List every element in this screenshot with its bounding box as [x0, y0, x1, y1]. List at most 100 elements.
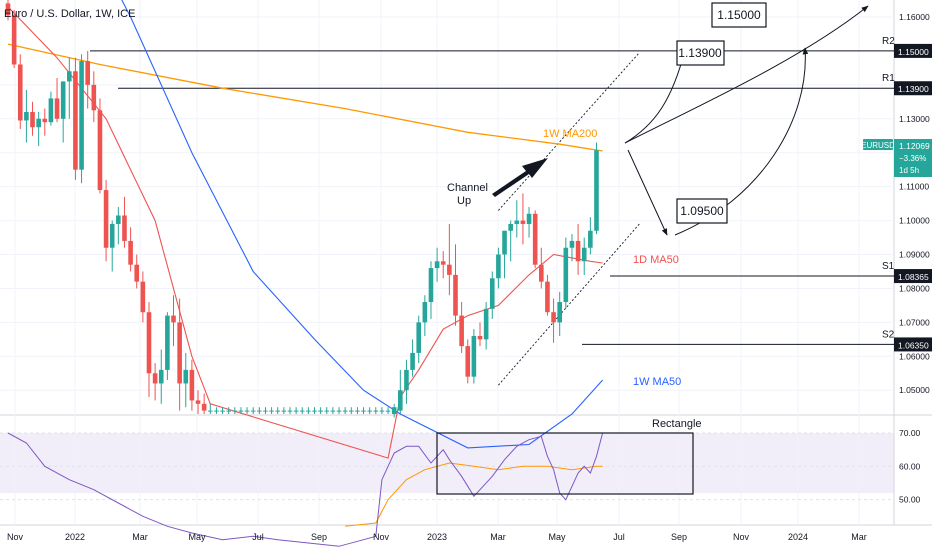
candle[interactable]: [324, 407, 330, 414]
candle[interactable]: [109, 220, 115, 272]
candle[interactable]: [385, 407, 391, 414]
candle[interactable]: [275, 407, 281, 414]
rsi-rectangle[interactable]: [436, 432, 694, 495]
candle[interactable]: [447, 223, 452, 296]
candle[interactable]: [373, 407, 379, 414]
candle[interactable]: [348, 407, 354, 414]
candle[interactable]: [42, 108, 48, 136]
candle[interactable]: [514, 200, 520, 238]
candle[interactable]: [330, 407, 336, 414]
candle[interactable]: [355, 407, 360, 414]
candle[interactable]: [477, 322, 483, 347]
candle[interactable]: [575, 223, 581, 275]
candle[interactable]: [152, 363, 158, 401]
candle[interactable]: [526, 207, 532, 238]
candle[interactable]: [183, 352, 189, 408]
candle[interactable]: [496, 247, 501, 289]
candle[interactable]: [391, 403, 397, 418]
callout-115000[interactable]: 1.15000: [711, 2, 767, 28]
candle[interactable]: [342, 407, 348, 414]
candle[interactable]: [171, 295, 176, 347]
candle[interactable]: [73, 57, 78, 180]
candle[interactable]: [367, 407, 372, 414]
candle[interactable]: [434, 247, 440, 282]
channel-upper-line[interactable]: [498, 52, 640, 211]
candle[interactable]: [24, 89, 29, 143]
candle[interactable]: [440, 251, 446, 279]
candle[interactable]: [293, 407, 299, 414]
candle[interactable]: [85, 50, 90, 109]
candle[interactable]: [306, 407, 311, 414]
candle[interactable]: [410, 339, 415, 377]
candle[interactable]: [214, 407, 219, 414]
price-pane[interactable]: [0, 0, 894, 414]
candle[interactable]: [5, 0, 11, 21]
candle[interactable]: [287, 407, 293, 414]
candle[interactable]: [79, 54, 84, 184]
candle[interactable]: [545, 274, 550, 316]
candle[interactable]: [422, 295, 428, 336]
candle[interactable]: [398, 369, 403, 414]
candle[interactable]: [257, 407, 262, 414]
candle[interactable]: [30, 101, 35, 136]
candle[interactable]: [594, 142, 599, 235]
candle[interactable]: [489, 271, 495, 319]
candle[interactable]: [116, 207, 121, 245]
callout-113900[interactable]: 1.13900: [676, 40, 725, 66]
candle[interactable]: [189, 359, 195, 411]
candle[interactable]: [532, 210, 538, 269]
candle[interactable]: [336, 407, 342, 414]
candle[interactable]: [520, 193, 526, 245]
candle[interactable]: [232, 407, 238, 414]
candle[interactable]: [250, 407, 256, 414]
candle[interactable]: [195, 390, 201, 414]
candle[interactable]: [459, 302, 464, 353]
candle[interactable]: [502, 230, 507, 279]
candle[interactable]: [269, 407, 274, 414]
candle[interactable]: [97, 98, 103, 194]
candle[interactable]: [539, 247, 544, 289]
candle[interactable]: [428, 261, 434, 319]
candle[interactable]: [103, 179, 109, 262]
candle[interactable]: [158, 349, 164, 404]
candle[interactable]: [165, 312, 170, 381]
candle[interactable]: [36, 111, 41, 146]
candle[interactable]: [318, 407, 323, 414]
callout-109500[interactable]: 1.09500: [676, 198, 728, 224]
candle[interactable]: [17, 54, 23, 129]
candle[interactable]: [134, 254, 140, 289]
candle[interactable]: [122, 196, 127, 248]
candle[interactable]: [177, 298, 182, 411]
candle[interactable]: [91, 71, 97, 123]
candle[interactable]: [483, 302, 489, 350]
candle[interactable]: [379, 407, 385, 414]
candle[interactable]: [263, 407, 268, 414]
candle[interactable]: [416, 315, 422, 364]
candle[interactable]: [588, 217, 593, 255]
candle[interactable]: [238, 407, 244, 414]
candle[interactable]: [140, 271, 146, 323]
candle[interactable]: [563, 237, 569, 309]
candle[interactable]: [465, 339, 471, 384]
candle[interactable]: [60, 81, 66, 143]
candle[interactable]: [508, 220, 513, 262]
candle[interactable]: [128, 227, 133, 272]
candle[interactable]: [244, 407, 250, 414]
candle[interactable]: [54, 78, 60, 123]
candle[interactable]: [146, 302, 152, 398]
candle[interactable]: [299, 407, 305, 414]
candle[interactable]: [226, 407, 231, 414]
candle[interactable]: [557, 291, 562, 336]
candle[interactable]: [48, 91, 54, 126]
candle[interactable]: [312, 407, 317, 414]
candle[interactable]: [207, 403, 213, 414]
candle[interactable]: [453, 244, 458, 326]
candle[interactable]: [581, 237, 587, 275]
candle[interactable]: [220, 407, 225, 414]
candle[interactable]: [471, 329, 477, 384]
candle[interactable]: [67, 57, 72, 119]
candle[interactable]: [281, 407, 287, 414]
candle[interactable]: [361, 407, 366, 414]
candle[interactable]: [201, 393, 207, 414]
